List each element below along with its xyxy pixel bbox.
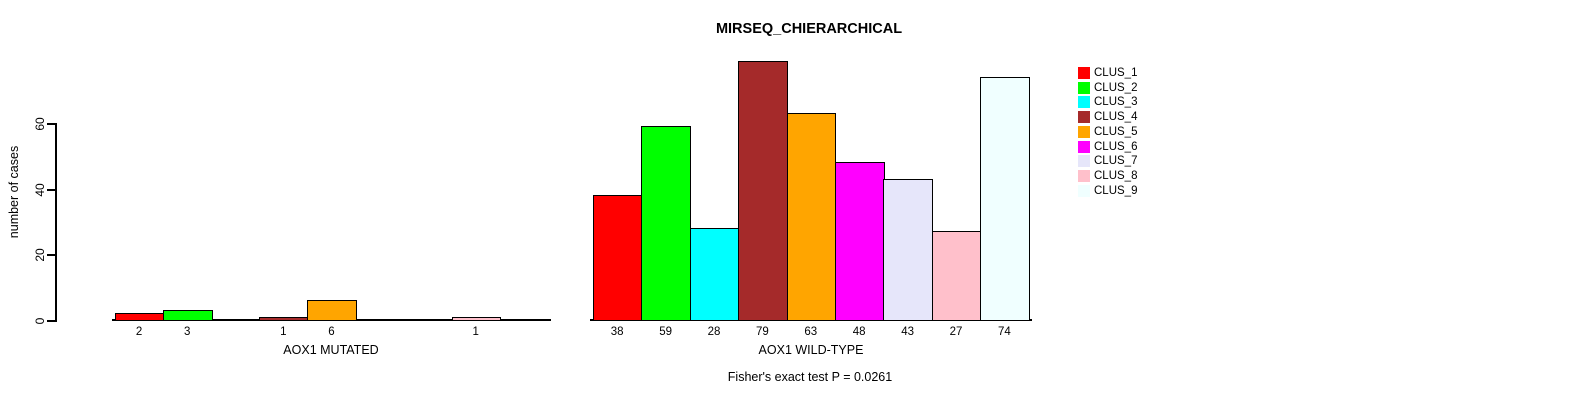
y-tick-label: 60 <box>33 117 47 131</box>
y-tick-label: 40 <box>33 182 47 197</box>
bar-value-label: 28 <box>707 326 721 338</box>
y-axis-line <box>55 123 57 322</box>
y-tick-label: 0 <box>33 317 47 325</box>
legend-item: CLUS_7 <box>1078 155 1138 168</box>
y-axis-tick <box>47 254 55 257</box>
bar-clus_1 <box>115 313 165 321</box>
bar-clus_9 <box>980 77 1031 321</box>
bar-value-label: 63 <box>804 326 818 338</box>
bar-value-label: 3 <box>183 326 191 338</box>
bar-value-label: 79 <box>755 326 769 338</box>
legend-item: CLUS_6 <box>1078 140 1138 153</box>
bar-clus_8 <box>451 316 502 321</box>
legend-item: CLUS_9 <box>1078 184 1138 197</box>
bar-value-label: 59 <box>659 326 672 338</box>
bar-value-label: 2 <box>135 326 143 338</box>
legend-item: CLUS_8 <box>1078 169 1138 182</box>
bar-value-label: 48 <box>852 326 866 338</box>
bar-clus_1 <box>593 195 643 321</box>
bar-clus_2 <box>163 310 213 321</box>
legend-swatch <box>1078 96 1090 109</box>
legend-swatch <box>1078 155 1090 168</box>
bar-value-label: 74 <box>997 326 1011 338</box>
bar-clus_3 <box>689 228 740 321</box>
bar-clus_8 <box>931 231 982 321</box>
bar-clus_2 <box>641 126 692 321</box>
legend-swatch <box>1078 111 1090 124</box>
bar-value-label: 43 <box>901 326 914 338</box>
y-axis-tick <box>47 188 55 191</box>
bar-clus_5 <box>786 113 837 321</box>
x-axis-label-mutated: AOX1 MUTATED <box>283 343 379 357</box>
bar-clus_5 <box>307 300 357 321</box>
legend-label: CLUS_7 <box>1094 155 1138 168</box>
bar-clus_7 <box>883 178 934 321</box>
legend-label: CLUS_1 <box>1094 67 1138 79</box>
y-axis-tick <box>47 320 55 322</box>
x-axis-label-wildtype: AOX1 WILD-TYPE <box>758 343 864 357</box>
bar-value-label: 1 <box>472 326 479 338</box>
bar-value-label: 38 <box>610 326 624 338</box>
legend-label: CLUS_5 <box>1094 125 1138 138</box>
bar-clus_4 <box>738 60 789 321</box>
legend-item: CLUS_1 <box>1078 67 1137 79</box>
legend-label: CLUS_8 <box>1094 169 1138 182</box>
legend-label: CLUS_4 <box>1094 111 1138 124</box>
legend-swatch <box>1078 184 1090 197</box>
legend-item: CLUS_4 <box>1078 111 1138 124</box>
chart-title: MIRSEQ_CHIERARCHICAL <box>715 21 903 37</box>
bar-value-label: 6 <box>328 326 335 338</box>
legend-swatch <box>1078 81 1090 94</box>
legend-label: CLUS_2 <box>1094 81 1138 94</box>
legend-label: CLUS_3 <box>1094 96 1138 109</box>
legend-item: CLUS_3 <box>1078 96 1138 109</box>
fisher-test-annotation: Fisher's exact test P = 0.0261 <box>727 370 893 384</box>
legend-item: CLUS_5 <box>1078 125 1138 138</box>
y-axis-title: number of cases <box>7 145 21 239</box>
legend-swatch <box>1078 140 1090 153</box>
legend-label: CLUS_9 <box>1094 184 1138 197</box>
bar-value-label: 27 <box>949 326 963 338</box>
bar-clus_4 <box>259 316 309 321</box>
y-axis-tick <box>47 123 55 125</box>
legend-swatch <box>1078 169 1090 182</box>
legend-swatch <box>1078 125 1090 138</box>
legend-item: CLUS_2 <box>1078 81 1138 94</box>
bar-clus_6 <box>835 162 885 321</box>
legend-swatch <box>1078 67 1090 79</box>
y-tick-label: 20 <box>33 248 47 263</box>
legend-label: CLUS_6 <box>1094 140 1138 153</box>
bar-value-label: 1 <box>280 326 287 338</box>
